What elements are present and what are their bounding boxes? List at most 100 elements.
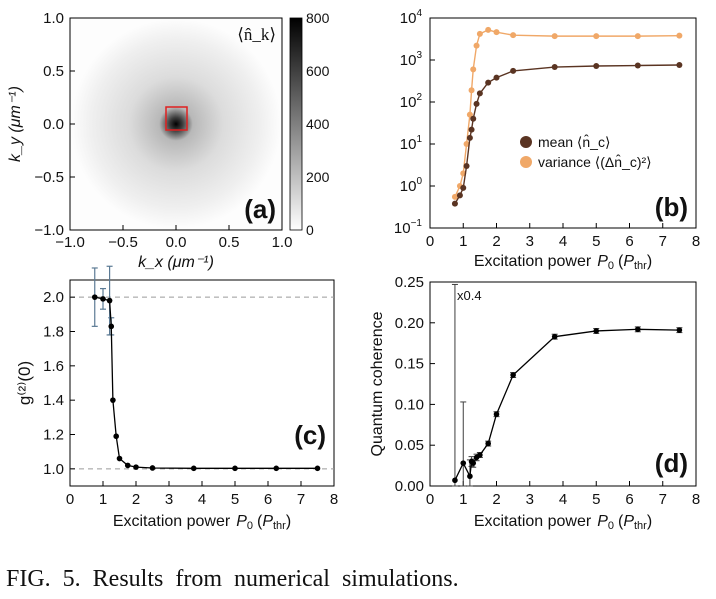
a-xtick-label: 0.0 [166,234,187,251]
d-xtick-label: 6 [625,491,633,508]
b-point [510,32,517,39]
b-xtick-label: 8 [692,233,700,250]
c-xtick-label: 4 [198,491,206,508]
c-xlabel-unit-var: P [262,513,273,530]
d-xtick-label: 3 [526,491,534,508]
c-point [133,464,139,470]
b-point [468,126,475,133]
heatmap-distribution [71,19,281,229]
colorbar-tick-label: 400 [306,116,330,132]
b-point [634,62,641,69]
b-point [485,26,492,33]
b-point [473,100,480,107]
c-point [273,465,280,472]
b-xtick-label: 4 [559,233,567,250]
b-xlabel-prefix: Excitation power [474,253,592,270]
c-ytick-label: 2.0 [43,289,64,306]
d-point [460,460,467,466]
d-marks: 0 1 2 3 4 5 6 7 8 0.00 0.05 0.10 0.15 0.20 0.25 [395,274,700,508]
c-point [232,465,238,472]
b-legend-swatch-mean [520,136,532,148]
d-ytick-label: 0.20 [395,315,424,332]
d-xlabel-var: P [597,513,608,530]
b-point [466,134,473,141]
b-xtick-label: 2 [492,233,500,250]
b-xtick-label: 6 [625,233,633,250]
a-ytick-label: −1.0 [34,222,64,239]
b-xlabel-unit-sub: thr [634,260,647,272]
d-point [477,452,483,458]
c-point [91,294,98,300]
b-ytick-label: 102 [400,92,423,111]
c-panel-label: (c) [294,420,326,450]
d-ytick-label: 0.05 [395,437,424,454]
c-x-axis-label: Excitation power P0 (Pthr) [113,513,291,532]
c-series-line [94,296,318,469]
a-x-axis-label: k_x (μm⁻¹) [138,254,214,271]
d-xlabel-unit-var: P [623,513,634,530]
b-point [676,32,683,39]
c-point [190,465,197,472]
c-xlabel-unit-sub: thr [273,520,286,532]
c-point [116,455,123,462]
b-ytick-label: 104 [400,8,423,27]
b-point [470,66,477,73]
a-ytick-label: 1.0 [43,10,64,27]
d-point [470,460,477,466]
b-legend-swatch-variance [520,156,532,168]
c-point [108,323,115,330]
d-point [510,372,516,378]
b-series-line [454,29,680,198]
b-ytick-label: 100 [400,176,423,195]
d-xlabel-prefix: Excitation power [474,513,592,530]
b-ytick-label: 103 [400,50,423,69]
b-point [473,42,480,49]
b-point [463,162,470,169]
b-point [593,33,600,40]
c-y-axis-label: g⁽²⁾(0) [15,361,34,405]
c-ytick-label: 1.2 [43,427,64,444]
c-marks: 0 1 2 3 4 5 6 7 8 1.0 1.2 1.4 1.6 1.8 2.0 [43,265,338,508]
d-ytick-label: 0.25 [395,274,424,291]
b-xlabel-unit-var: P [623,253,634,270]
b-point [451,200,458,207]
b-point [476,30,483,37]
d-xtick-label: 5 [592,491,600,508]
c-point [124,462,131,469]
panel-a-ticks [69,17,283,231]
c-xtick-label: 2 [132,491,140,508]
c-xtick-label: 0 [66,491,74,508]
b-xlabel-sub: 0 [608,260,614,272]
c-ytick-label: 1.8 [43,324,64,341]
b-point [634,33,641,40]
b-xtick-label: 1 [459,233,467,250]
d-xtick-label: 7 [659,491,667,508]
d-ytick-label: 0.00 [395,478,424,495]
c-point [149,465,156,471]
d-xtick-label: 0 [426,491,434,508]
c-point [314,465,321,472]
a-ytick-label: 0.0 [43,116,64,133]
b-point [493,29,500,36]
panel-b: 0 1 2 3 4 5 6 7 8 10−1 100 101 102 103 104 mean ⟨n̂_c⟩… [394,8,700,272]
b-point [593,62,600,69]
c-xtick-label: 5 [231,491,239,508]
d-xtick-label: 4 [559,491,567,508]
b-point [476,90,483,97]
panel-d: 0 1 2 3 4 5 6 7 8 0.00 0.05 0.10 0.15 0.20 0.25 Quantu… [369,274,700,532]
b-x-axis-label: Excitation power P0 (Pthr) [474,253,652,272]
d-point [551,333,558,340]
a-y-axis-label: k_y (μm⁻¹) [7,86,24,162]
highlight-box [165,106,188,131]
c-ytick-label: 1.6 [43,358,64,375]
b-point [466,111,473,118]
d-point [467,473,473,480]
c-xtick-label: 6 [264,491,272,508]
figure-caption: FIG. 5. Results from numerical simulatio… [6,566,459,592]
d-point [493,411,500,417]
d-xtick-label: 2 [492,491,500,508]
a-ytick-label: 0.5 [43,63,64,80]
colorbar [289,17,303,231]
panel-a: −1.0 −0.5 0.0 0.5 1.0 −1.0 −0.5 0.0 0.5 … [7,10,330,271]
b-point [493,74,500,81]
